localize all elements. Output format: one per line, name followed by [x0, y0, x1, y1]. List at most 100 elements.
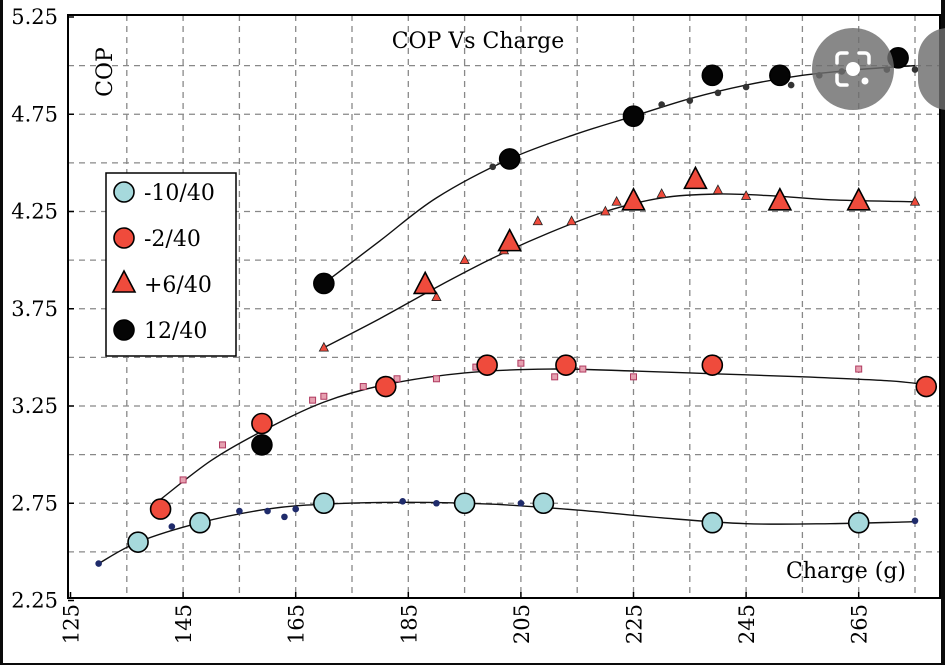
y-tick-label: 3.25 [11, 394, 58, 418]
data-marker-12/40 [313, 272, 335, 295]
axes: 2.25 2.75 3.25 3.75 4.25 4.75 5.25 125 145 165 185… [11, 5, 871, 644]
small-marker-+6/40 [712, 184, 724, 195]
data-marker--10/40 [453, 492, 476, 515]
google-lens-icon [835, 51, 871, 87]
small-marker-12/40 [658, 101, 665, 108]
legend-label: 12/40 [144, 319, 207, 344]
y-tick-label: 5.25 [11, 5, 58, 29]
y-tick-label: 2.75 [11, 491, 58, 515]
y-tick-label: 4.25 [11, 200, 58, 224]
x-tick-label: 125 [60, 604, 84, 644]
data-marker-+6/40 [846, 187, 872, 211]
small-marker-+6/40 [566, 215, 577, 226]
small-marker-12/40 [489, 163, 497, 171]
plot-frame [67, 14, 941, 599]
x-tick-label: 245 [735, 604, 759, 644]
small-marker-+6/40 [600, 205, 611, 216]
small-marker-12/40 [787, 81, 795, 89]
legend-label: -10/40 [144, 181, 215, 206]
x-tick-label: 165 [285, 604, 309, 644]
small-marker--10/40 [399, 498, 406, 505]
small-marker--2/40 [359, 383, 367, 391]
x-tick-label: 265 [848, 604, 872, 644]
small-marker--2/40 [320, 392, 328, 400]
small-marker-+6/40 [431, 291, 442, 301]
y-axis-label: COP [93, 47, 118, 97]
x-tick-label: 185 [397, 604, 421, 644]
small-marker--2/40 [551, 373, 559, 381]
legend: -10/40 -2/40 +6/40 12/40 [105, 172, 237, 357]
small-marker-+6/40 [459, 254, 470, 265]
x-axis-label: Charge (g) [786, 559, 906, 584]
small-marker--10/40 [168, 523, 176, 530]
small-marker-+6/40 [611, 195, 622, 206]
data-marker-12/40 [622, 105, 645, 127]
small-marker-+6/40 [532, 215, 543, 226]
data-marker-12/40 [701, 64, 724, 87]
legend-label: -2/40 [144, 227, 201, 252]
small-marker--10/40 [281, 513, 288, 521]
small-marker-+6/40 [740, 190, 752, 200]
small-marker--2/40 [219, 441, 227, 449]
small-marker--10/40 [911, 517, 919, 525]
data-marker--2/40 [251, 412, 273, 435]
small-marker-12/40 [686, 97, 694, 104]
data-marker--10/40 [847, 511, 870, 534]
small-marker--10/40 [517, 499, 525, 507]
data-marker-12/40 [498, 148, 521, 170]
y-tick-label: 4.75 [11, 102, 58, 126]
data-marker-12/40 [251, 434, 273, 456]
x-tick-label: 225 [623, 604, 647, 644]
y-tick-label: 3.75 [11, 297, 58, 321]
data-marker--2/40 [476, 354, 498, 376]
legend-label: +6/40 [144, 273, 212, 298]
small-marker--2/40 [179, 476, 187, 484]
small-marker--2/40 [309, 396, 317, 404]
data-marker-+6/40 [497, 227, 522, 252]
small-marker--2/40 [855, 365, 863, 373]
y-tick-label: 2.25 [11, 589, 58, 613]
small-marker-+6/40 [318, 341, 330, 352]
data-marker-+6/40 [767, 187, 793, 211]
data-marker--2/40 [915, 375, 938, 398]
small-marker-12/40 [714, 89, 722, 97]
small-marker-+6/40 [909, 195, 921, 206]
small-marker-+6/40 [656, 188, 667, 198]
data-marker-+6/40 [683, 165, 708, 190]
small-marker--10/40 [433, 499, 440, 507]
data-marker--2/40 [149, 498, 172, 520]
small-marker--10/40 [236, 507, 243, 515]
data-marker--2/40 [555, 354, 577, 376]
small-marker--2/40 [517, 359, 525, 367]
legend-marker-+6/40 [111, 269, 137, 293]
small-marker--2/40 [630, 373, 637, 381]
more-options-button[interactable] [918, 28, 945, 110]
x-tick-label: 145 [172, 604, 196, 644]
data-marker--2/40 [374, 375, 397, 398]
lens-search-button[interactable] [812, 28, 894, 110]
data-marker--10/40 [127, 531, 149, 553]
data-marker--10/40 [532, 492, 555, 515]
small-marker-12/40 [911, 66, 919, 73]
small-marker--2/40 [393, 375, 401, 383]
small-marker--10/40 [264, 507, 271, 515]
data-markers [127, 47, 938, 553]
data-marker--10/40 [313, 492, 335, 515]
legend-marker--10/40 [113, 181, 135, 203]
small-marker--10/40 [95, 560, 102, 567]
small-marker--10/40 [292, 505, 300, 513]
x-tick-label: 205 [510, 604, 534, 644]
small-marker-12/40 [742, 83, 750, 91]
chart-title: COP Vs Charge [392, 29, 565, 54]
legend-marker-12/40 [113, 319, 135, 341]
data-marker--10/40 [701, 511, 724, 534]
data-marker--2/40 [701, 354, 724, 376]
legend-marker--2/40 [113, 227, 135, 249]
small-marker--2/40 [432, 375, 440, 383]
data-marker--10/40 [189, 511, 211, 534]
small-data-markers [95, 66, 921, 567]
small-marker--2/40 [579, 365, 587, 373]
data-marker-+6/40 [621, 187, 646, 211]
data-marker-12/40 [769, 64, 791, 87]
